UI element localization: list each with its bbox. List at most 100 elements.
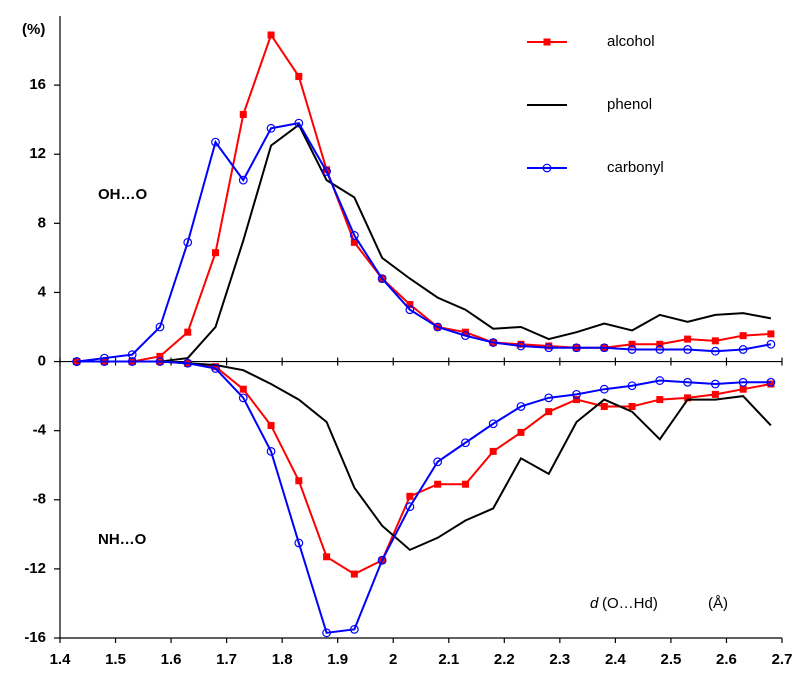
data-point: [434, 480, 442, 488]
data-point: [516, 341, 526, 351]
data-point: [322, 167, 331, 176]
data-point: [683, 345, 692, 354]
series-line: [76, 360, 772, 552]
data-point: [517, 428, 525, 436]
data-point: [127, 357, 137, 366]
data-point: [738, 377, 748, 387]
data-point: [377, 274, 387, 284]
data-point: [377, 555, 387, 565]
y-tick-label: 8: [38, 214, 46, 231]
data-point: [572, 343, 581, 353]
data-point: [211, 364, 220, 373]
data-point: [238, 393, 248, 403]
data-point: [488, 419, 498, 429]
data-point: [155, 322, 165, 332]
y-tick-label: -8: [33, 491, 46, 508]
y-tick-label: 12: [29, 145, 46, 162]
data-point: [739, 385, 747, 393]
legend-marker: [542, 163, 552, 173]
data-point: [184, 328, 192, 336]
data-point: [127, 350, 137, 360]
x-tick-label: 1.5: [105, 651, 126, 668]
data-point: [766, 377, 776, 387]
data-point: [433, 322, 443, 332]
data-point: [72, 357, 82, 366]
x-tick-label: 2.6: [716, 651, 737, 668]
series-line: [76, 360, 772, 576]
data-point: [683, 377, 692, 387]
data-point: [489, 447, 497, 455]
data-point: [295, 477, 303, 485]
series-line: [76, 123, 772, 363]
x-tick-label: 1.8: [272, 651, 293, 668]
annotation: NH…O: [98, 531, 147, 548]
data-point: [711, 390, 719, 398]
data-point: [461, 331, 470, 341]
data-point: [461, 480, 469, 488]
x-tick-label: 2.3: [549, 651, 570, 668]
data-point: [212, 249, 220, 257]
data-point: [183, 237, 193, 247]
annotation: OH…O: [98, 186, 148, 203]
data-point: [322, 628, 331, 638]
data-point: [405, 305, 415, 315]
y-tick-label: 4: [38, 283, 47, 300]
data-point: [461, 438, 470, 448]
x-tick-label: 2.7: [772, 651, 793, 668]
data-point: [349, 231, 359, 240]
data-point: [405, 502, 415, 512]
data-point: [655, 345, 665, 354]
data-point: [655, 376, 665, 385]
data-point: [711, 337, 719, 345]
data-point: [544, 343, 554, 353]
data-point: [266, 123, 276, 133]
legend-label: alcohol: [607, 33, 655, 50]
series-line: [76, 360, 771, 634]
x-axis-unit: (Å): [708, 595, 728, 612]
data-point: [544, 393, 554, 403]
y-tick-label: 16: [29, 76, 46, 93]
data-point: [573, 396, 581, 404]
data-point: [739, 332, 747, 340]
x-tick-label: 2.2: [494, 651, 515, 668]
data-point: [572, 389, 581, 399]
data-point: [627, 381, 637, 391]
legend-marker: [543, 38, 551, 46]
data-point: [656, 396, 664, 404]
data-point: [628, 402, 636, 410]
x-axis-symbol: d: [590, 595, 599, 612]
data-point: [211, 137, 220, 147]
data-point: [767, 380, 775, 388]
data-point: [349, 624, 359, 634]
data-point: [406, 492, 414, 500]
data-point: [323, 553, 331, 561]
data-point: [738, 345, 748, 354]
data-point: [517, 340, 525, 348]
data-point: [599, 384, 609, 394]
data-point: [266, 447, 276, 456]
data-point: [656, 340, 664, 348]
x-tick-label: 2: [389, 651, 397, 668]
data-point: [155, 357, 165, 366]
data-point: [350, 238, 358, 246]
data-point: [545, 342, 553, 350]
data-point: [710, 379, 720, 389]
x-tick-label: 1.9: [327, 651, 348, 668]
data-point: [294, 538, 304, 548]
data-point: [433, 457, 443, 467]
data-point: [239, 385, 247, 393]
x-tick-label: 1.7: [216, 651, 237, 668]
x-tick-label: 2.5: [660, 651, 681, 668]
y-tick-label: -12: [24, 560, 46, 577]
data-point: [183, 358, 193, 368]
data-point: [294, 118, 304, 128]
x-tick-label: 2.1: [438, 651, 459, 668]
data-point: [684, 394, 692, 402]
data-point: [684, 335, 692, 343]
x-tick-label: 1.6: [161, 651, 182, 668]
series-line: [76, 122, 772, 363]
data-point: [212, 363, 220, 371]
series-line: [76, 32, 771, 363]
data-point: [239, 110, 247, 118]
data-point: [766, 339, 776, 349]
